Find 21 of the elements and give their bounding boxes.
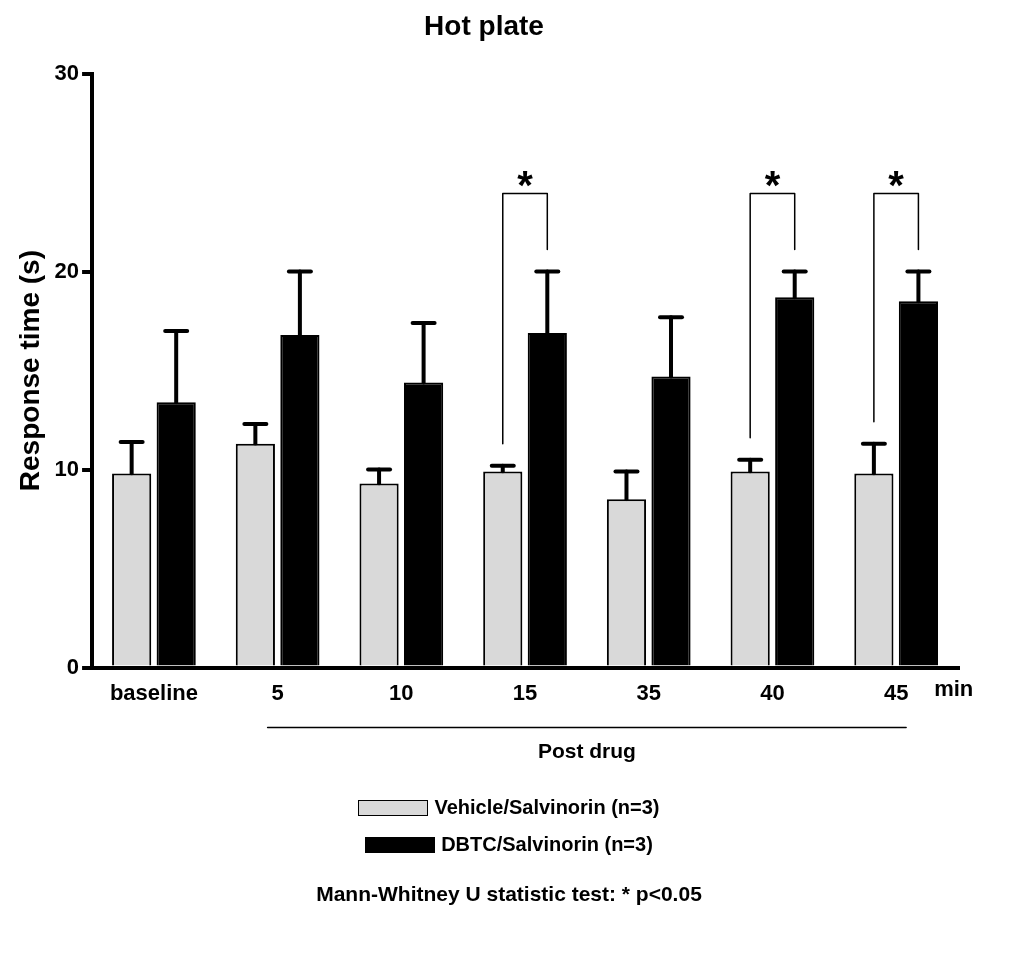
annotation: * bbox=[517, 162, 534, 207]
x-axis-title: min bbox=[934, 675, 974, 701]
legend-label: DBTC/Salvinorin (n=3) bbox=[441, 833, 653, 856]
y-tick-label: 10 bbox=[54, 455, 80, 481]
x-tick-label: 45 bbox=[883, 679, 909, 705]
x-tick-label: 35 bbox=[636, 679, 661, 705]
annotation: * bbox=[764, 162, 781, 207]
chart-title: Hot plate bbox=[424, 9, 544, 41]
legend-label: Vehicle/Salvinorin (n=3) bbox=[434, 796, 660, 819]
text: Post drug bbox=[537, 738, 636, 762]
x-tick-label: 10 bbox=[389, 679, 414, 705]
x-tick-label: baseline bbox=[109, 679, 198, 705]
x-tick-label: 40 bbox=[760, 679, 785, 705]
y-axis-title: Response time (s) bbox=[13, 250, 45, 492]
text: Mann-Whitney U statistic test: * p<0.05 bbox=[315, 882, 703, 906]
y-tick-label: 30 bbox=[54, 59, 80, 85]
x-tick-label: 5 bbox=[271, 679, 284, 705]
x-tick-label: 15 bbox=[512, 679, 538, 705]
y-tick-label: 20 bbox=[54, 257, 80, 283]
y-tick-label: 0 bbox=[66, 653, 80, 679]
annotation: * bbox=[888, 162, 905, 207]
